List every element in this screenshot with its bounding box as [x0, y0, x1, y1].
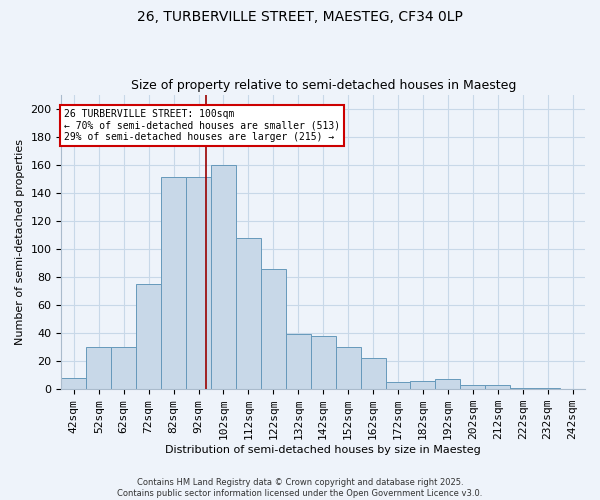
Bar: [211, 164, 236, 389]
Bar: [386, 382, 410, 389]
X-axis label: Distribution of semi-detached houses by size in Maesteg: Distribution of semi-detached houses by …: [166, 445, 481, 455]
Bar: [236, 238, 261, 389]
Text: 26, TURBERVILLE STREET, MAESTEG, CF34 0LP: 26, TURBERVILLE STREET, MAESTEG, CF34 0L…: [137, 10, 463, 24]
Bar: [460, 385, 485, 389]
Bar: [286, 334, 311, 389]
Title: Size of property relative to semi-detached houses in Maesteg: Size of property relative to semi-detach…: [131, 79, 516, 92]
Bar: [61, 378, 86, 389]
Y-axis label: Number of semi-detached properties: Number of semi-detached properties: [15, 139, 25, 345]
Text: Contains HM Land Registry data © Crown copyright and database right 2025.
Contai: Contains HM Land Registry data © Crown c…: [118, 478, 482, 498]
Bar: [86, 347, 111, 389]
Bar: [161, 178, 186, 389]
Bar: [261, 268, 286, 389]
Bar: [510, 388, 535, 389]
Bar: [485, 385, 510, 389]
Bar: [361, 358, 386, 389]
Bar: [136, 284, 161, 389]
Bar: [311, 336, 335, 389]
Bar: [436, 380, 460, 389]
Bar: [535, 388, 560, 389]
Bar: [410, 381, 436, 389]
Bar: [335, 347, 361, 389]
Text: 26 TURBERVILLE STREET: 100sqm
← 70% of semi-detached houses are smaller (513)
29: 26 TURBERVILLE STREET: 100sqm ← 70% of s…: [64, 108, 340, 142]
Bar: [585, 386, 600, 389]
Bar: [186, 178, 211, 389]
Bar: [111, 347, 136, 389]
